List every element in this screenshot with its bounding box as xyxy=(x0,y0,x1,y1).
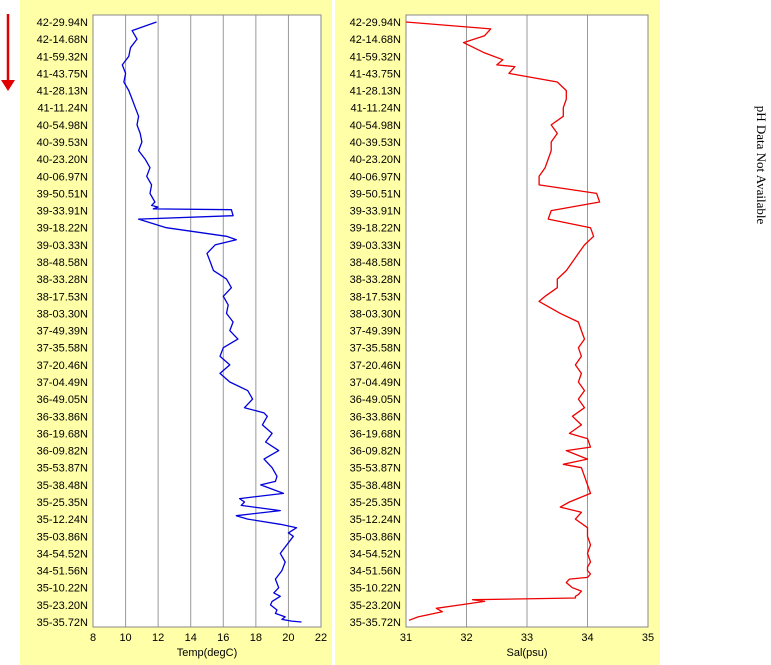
temp-y-tick-label: 36-09.82N xyxy=(37,446,88,458)
temp-y-tick-label: 39-50.51N xyxy=(37,188,88,200)
sal-y-tick-label: 38-17.53N xyxy=(350,291,401,303)
sal-y-tick-label: 40-06.97N xyxy=(350,171,401,183)
sal-y-tick-label: 37-20.46N xyxy=(350,360,401,372)
salinity-chart: 31 32 33 34 35 42-29.94N 42-14.68N 41-59.32N 41-… xyxy=(350,14,654,659)
temp-y-tick-label: 35-25.35N xyxy=(37,497,88,509)
temperature-chart: 8 10 12 14 16 18 20 22 42-29.94N 42-14.68N 41-59.3… xyxy=(37,14,327,659)
temp-y-tick-label: 41-28.13N xyxy=(37,86,88,98)
temp-x-tick-label: 22 xyxy=(315,632,327,644)
sal-y-tick-label: 37-35.58N xyxy=(350,343,401,355)
sal-y-tick-label: 35-10.22N xyxy=(350,583,401,595)
temp-x-tick-label: 18 xyxy=(250,632,262,644)
temp-series-line xyxy=(121,21,302,623)
direction-arrow xyxy=(1,14,15,91)
sal-y-tick-label: 38-48.58N xyxy=(350,257,401,269)
temp-y-tick-label: 42-29.94N xyxy=(37,17,88,29)
temp-y-tick-label: 36-33.86N xyxy=(37,411,88,423)
sal-y-tick-label: 35-12.24N xyxy=(350,514,401,526)
sal-y-tick-label: 37-49.39N xyxy=(350,326,401,338)
sal-series-line xyxy=(405,21,601,621)
sal-x-tick-label: 32 xyxy=(460,632,472,644)
temp-x-tick-label: 10 xyxy=(119,632,131,644)
sal-y-tick-label: 39-18.22N xyxy=(350,223,401,235)
temp-y-tick-label: 38-03.30N xyxy=(37,308,88,320)
sal-y-tick-label: 40-39.53N xyxy=(350,137,401,149)
temp-y-tick-label: 37-04.49N xyxy=(37,377,88,389)
temp-y-tick-label: 35-10.22N xyxy=(37,583,88,595)
temp-y-tick-label: 40-54.98N xyxy=(37,120,88,132)
temp-y-tick-label: 35-03.86N xyxy=(37,531,88,543)
sal-y-tick-label: 41-43.75N xyxy=(350,68,401,80)
sal-y-tick-label: 35-03.86N xyxy=(350,531,401,543)
temp-y-tick-label: 36-19.68N xyxy=(37,428,88,440)
temp-y-tick-label: 39-03.33N xyxy=(37,240,88,252)
sal-y-tick-label: 39-03.33N xyxy=(350,240,401,252)
temp-x-axis-title: Temp(degC) xyxy=(177,647,238,659)
sal-x-tick-label: 33 xyxy=(521,632,533,644)
sal-x-tick-label: 35 xyxy=(642,632,654,644)
temp-x-tick-label: 16 xyxy=(217,632,229,644)
temp-y-tick-label: 38-48.58N xyxy=(37,257,88,269)
sal-x-axis-title: Sal(psu) xyxy=(507,647,548,659)
temp-y-tick-label: 40-23.20N xyxy=(37,154,88,166)
sal-y-tick-label: 41-11.24N xyxy=(350,103,401,115)
temp-y-tick-label: 36-49.05N xyxy=(37,394,88,406)
temp-y-tick-label: 35-53.87N xyxy=(37,463,88,475)
sal-y-tick-label: 36-19.68N xyxy=(350,428,401,440)
temp-x-tick-label: 20 xyxy=(282,632,294,644)
temp-y-tick-label: 34-54.52N xyxy=(37,548,88,560)
sal-y-tick-label: 42-29.94N xyxy=(350,17,401,29)
sal-y-tick-label: 35-38.48N xyxy=(350,480,401,492)
sal-y-tick-label: 35-35.72N xyxy=(350,617,401,629)
temp-y-tick-label: 38-17.53N xyxy=(37,291,88,303)
temp-y-tick-label: 41-11.24N xyxy=(37,103,88,115)
temp-y-tick-label: 42-14.68N xyxy=(37,34,88,46)
sal-y-tick-label: 38-33.28N xyxy=(350,274,401,286)
temp-plot-border xyxy=(92,14,322,628)
temp-x-tick-label: 12 xyxy=(152,632,164,644)
temp-x-tick-label: 14 xyxy=(185,632,197,644)
temp-y-tick-label: 37-35.58N xyxy=(37,343,88,355)
sal-y-tick-label: 36-09.82N xyxy=(350,446,401,458)
temp-y-tick-label: 39-18.22N xyxy=(37,223,88,235)
temp-y-tick-label: 35-38.48N xyxy=(37,480,88,492)
temp-y-tick-label: 35-12.24N xyxy=(37,514,88,526)
temp-y-tick-label: 41-43.75N xyxy=(37,68,88,80)
sal-y-tick-label: 40-54.98N xyxy=(350,120,401,132)
temp-y-tick-label: 41-59.32N xyxy=(37,51,88,63)
ph-unavailable-note: pH Data Not Available xyxy=(754,106,769,225)
sal-y-tick-label: 41-28.13N xyxy=(350,86,401,98)
sal-y-tick-label: 36-33.86N xyxy=(350,411,401,423)
sal-y-tick-label: 40-23.20N xyxy=(350,154,401,166)
sal-y-tick-label: 37-04.49N xyxy=(350,377,401,389)
sal-y-tick-label: 35-25.35N xyxy=(350,497,401,509)
temp-y-tick-label: 38-33.28N xyxy=(37,274,88,286)
sal-y-tick-label: 39-50.51N xyxy=(350,188,401,200)
sal-x-tick-label: 34 xyxy=(581,632,593,644)
temp-y-tick-label: 37-20.46N xyxy=(37,360,88,372)
sal-y-tick-label: 36-49.05N xyxy=(350,394,401,406)
sal-x-tick-label: 31 xyxy=(400,632,412,644)
sal-y-tick-label: 35-23.20N xyxy=(350,600,401,612)
temp-x-tick-label: 8 xyxy=(90,632,96,644)
temp-y-tick-label: 40-06.97N xyxy=(37,171,88,183)
sal-y-tick-label: 42-14.68N xyxy=(350,34,401,46)
sal-plot-border xyxy=(405,14,649,628)
sal-y-tick-label: 38-03.30N xyxy=(350,308,401,320)
temp-y-tick-label: 37-49.39N xyxy=(37,326,88,338)
temp-plot-area xyxy=(93,15,321,627)
sal-y-tick-label: 35-53.87N xyxy=(350,463,401,475)
sal-y-tick-label: 41-59.32N xyxy=(350,51,401,63)
temp-y-tick-label: 34-51.56N xyxy=(37,566,88,578)
temp-y-tick-label: 35-35.72N xyxy=(37,617,88,629)
temp-y-tick-label: 39-33.91N xyxy=(37,206,88,218)
temp-y-tick-label: 40-39.53N xyxy=(37,137,88,149)
sal-y-tick-label: 34-51.56N xyxy=(350,566,401,578)
sal-y-tick-label: 39-33.91N xyxy=(350,206,401,218)
sal-y-tick-label: 34-54.52N xyxy=(350,548,401,560)
temp-y-tick-label: 35-23.20N xyxy=(37,600,88,612)
